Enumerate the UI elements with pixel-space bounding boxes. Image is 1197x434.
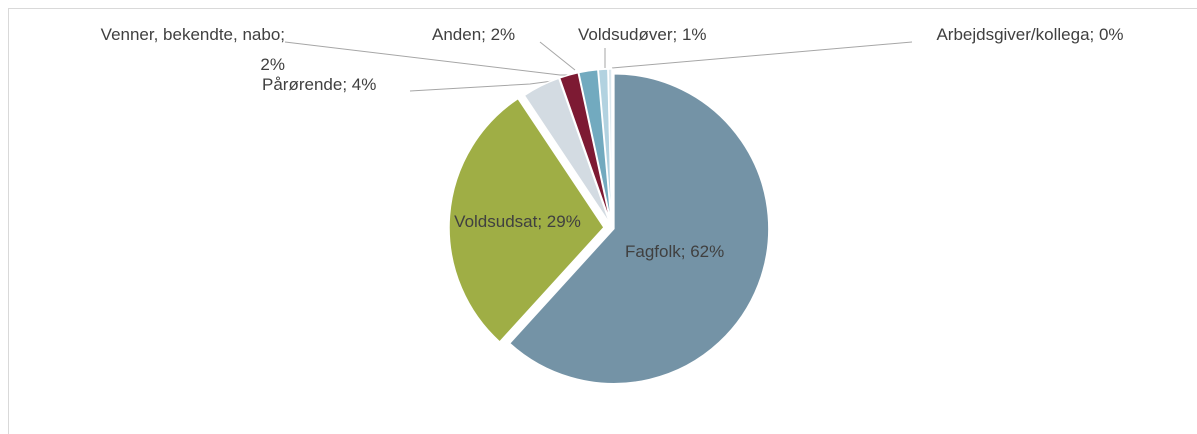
data-label: Pårørende; 4% xyxy=(262,75,377,94)
pie-slice xyxy=(508,72,770,385)
data-label: Venner, bekendte, nabo; 2% xyxy=(100,25,285,74)
data-label: Anden; 2% xyxy=(432,25,516,44)
data-label: Voldsudøver; 1% xyxy=(578,25,707,44)
pie-slice xyxy=(523,77,611,225)
chart-border xyxy=(8,8,1197,434)
pie-slice xyxy=(448,97,605,344)
pie-slice xyxy=(607,68,613,225)
data-label: Arbejdsgiver/kollega; 0% xyxy=(936,25,1124,44)
data-label: Fagfolk; 62% xyxy=(625,242,725,261)
leader-line xyxy=(539,41,576,71)
leader-line xyxy=(611,41,913,69)
data-label: Voldsudsat; 29% xyxy=(454,212,581,231)
